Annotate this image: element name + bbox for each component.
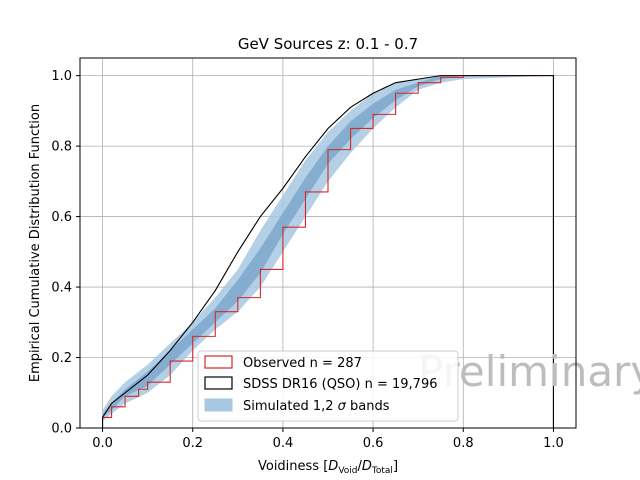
x-tick-label-3: 0.6 [363, 436, 384, 451]
chart-title: GeV Sources z: 0.1 - 0.7 [238, 35, 418, 53]
x-tick-label-1: 0.2 [182, 436, 203, 451]
legend-observed-label: Observed n = 287 [243, 356, 362, 371]
x-axis-label-denominator: D [362, 459, 372, 474]
x-axis-label-numerator: D [328, 459, 338, 474]
x-tick-label-4: 0.8 [453, 436, 474, 451]
y-tick-label-1: 0.2 [51, 351, 72, 366]
legend-sdss-label: SDSS DR16 (QSO) n = 19,796 [243, 377, 438, 392]
x-axis-label: Voidiness [DVoid/DTotal] [258, 459, 398, 476]
y-axis-label: Empirical Cumulative Distribution Functi… [28, 104, 43, 382]
y-tick-label-5: 1.0 [51, 69, 72, 84]
legend-box [197, 350, 459, 422]
plot-frame [79, 57, 577, 429]
x-axis-label-prefix: Voidiness [ [258, 459, 328, 474]
x-axis-ticks: 0.0 0.2 0.4 0.6 0.8 1.0 [92, 428, 564, 451]
legend-band-label-prefix: Simulated 1,2 [243, 399, 338, 414]
legend-band-label: Simulated 1,2 σ bands [243, 399, 390, 414]
x-axis-label-numerator-sub: Void [338, 466, 357, 476]
legend: Observed n = 287 SDSS DR16 (QSO) n = 19,… [197, 350, 459, 422]
series-lines [101, 75, 555, 428]
legend-band-swatch [204, 398, 233, 412]
y-tick-label-0: 0.0 [51, 422, 72, 437]
y-tick-label-3: 0.6 [51, 210, 72, 225]
legend-observed-swatch [204, 355, 233, 369]
x-axis-label-slash: / [358, 459, 363, 474]
observed-ecdf-line [101, 75, 555, 428]
x-axis-label-suffix: ] [393, 459, 398, 474]
plot-area: Preliminary [79, 57, 640, 429]
x-tick-label-5: 1.0 [543, 436, 564, 451]
x-axis-label-denominator-sub: Total [371, 466, 393, 476]
y-tick-label-4: 0.8 [51, 140, 72, 155]
x-tick-label-2: 0.4 [273, 436, 294, 451]
y-tick-label-2: 0.4 [51, 281, 72, 296]
legend-band-label-suffix: bands [346, 399, 390, 414]
sdss-ecdf-line [101, 75, 555, 428]
legend-sdss-swatch [204, 376, 233, 390]
x-tick-label-0: 0.0 [92, 436, 113, 451]
y-axis-ticks: 0.0 0.2 0.4 0.6 0.8 1.0 [51, 69, 80, 437]
legend-band-label-sigma: σ [338, 399, 347, 414]
